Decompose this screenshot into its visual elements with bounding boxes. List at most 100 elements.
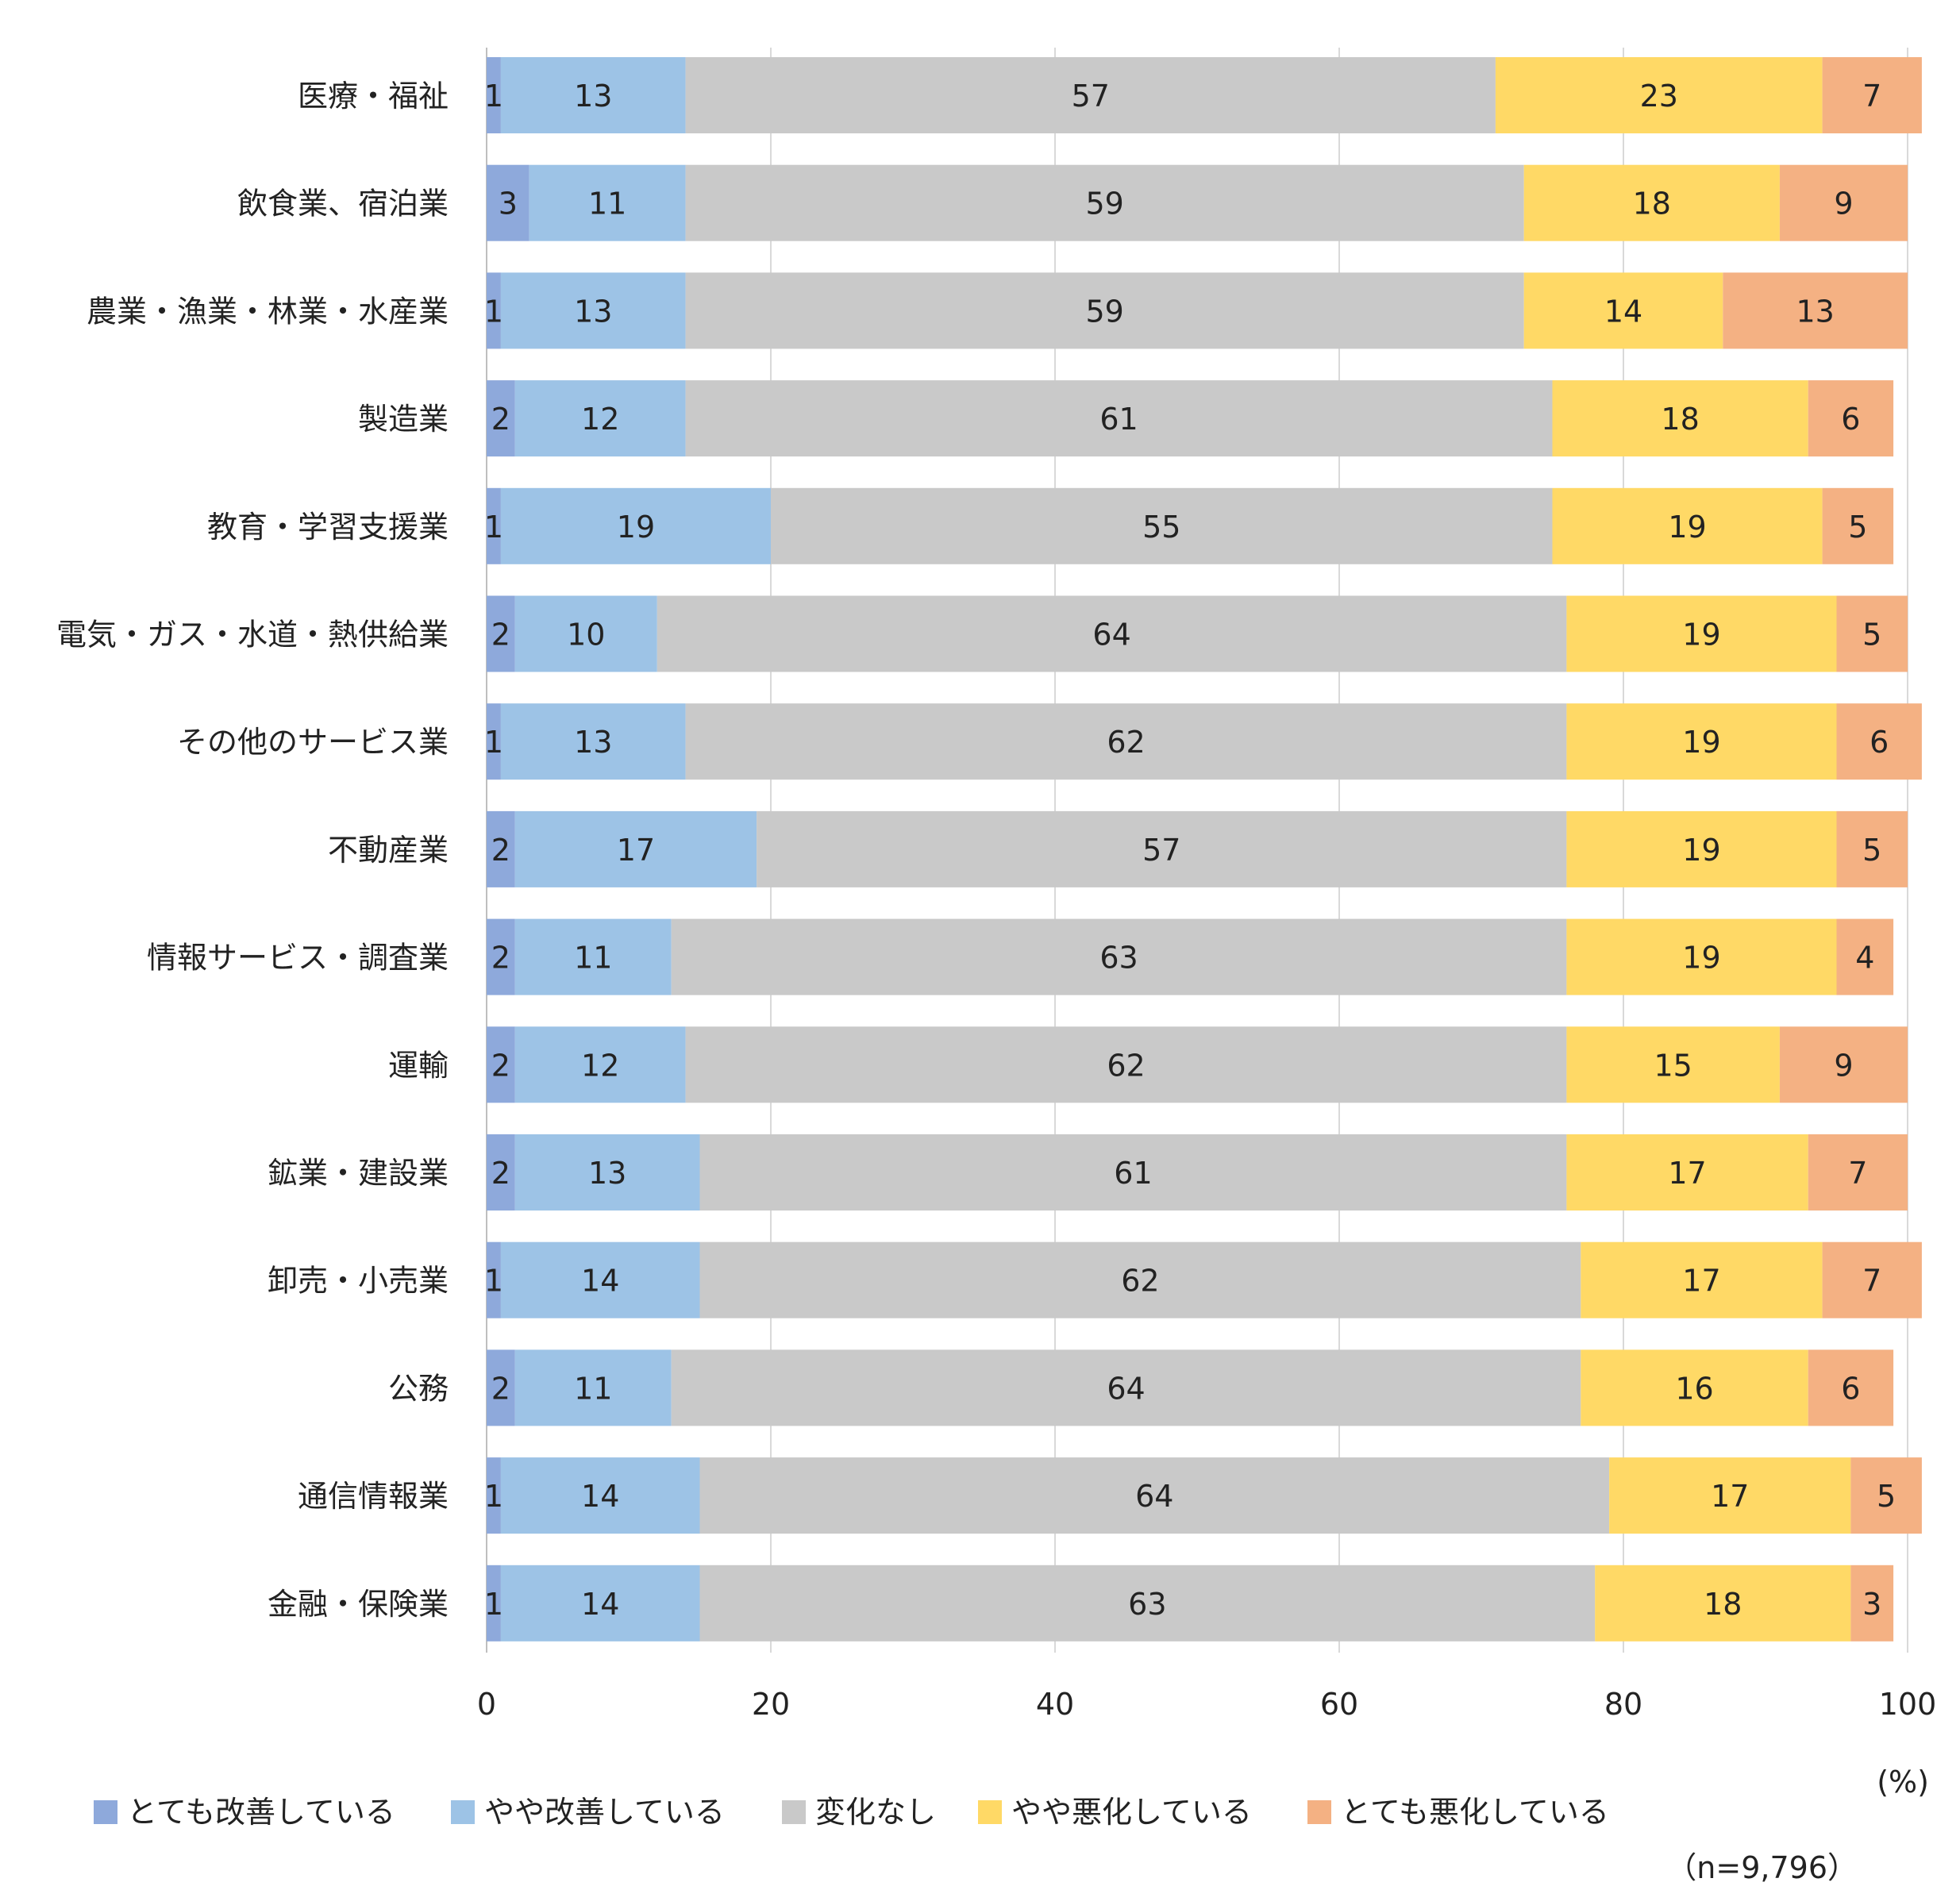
bar-value-label: 15 bbox=[1654, 1048, 1692, 1083]
bar-value-label: 9 bbox=[1834, 187, 1853, 221]
bar-segment bbox=[487, 918, 515, 995]
bar-segment bbox=[1595, 1565, 1851, 1642]
bar-segment bbox=[685, 164, 1524, 241]
category-label: 不動産業 bbox=[328, 833, 449, 868]
bar-segment bbox=[514, 810, 757, 887]
bar-segment bbox=[657, 595, 1567, 672]
bar-segment bbox=[487, 1241, 501, 1318]
bar-segment bbox=[487, 272, 501, 349]
x-tick-label: 40 bbox=[1036, 1687, 1074, 1722]
bar-segment bbox=[1850, 1565, 1894, 1642]
bar-segment bbox=[1822, 57, 1922, 133]
bar-value-label: 2 bbox=[491, 833, 510, 868]
legend-swatch bbox=[451, 1800, 475, 1824]
bar-value-label: 2 bbox=[491, 402, 510, 437]
category-label: 運輸 bbox=[388, 1048, 449, 1083]
bar-value-label: 1 bbox=[484, 1479, 503, 1514]
bar-value-label: 7 bbox=[1862, 79, 1881, 114]
bar-value-label: 63 bbox=[1099, 941, 1138, 976]
bar-value-label: 1 bbox=[484, 510, 503, 545]
bar-value-label: 62 bbox=[1107, 1048, 1145, 1083]
bar-value-label: 19 bbox=[617, 510, 655, 545]
bar-segment bbox=[1523, 272, 1723, 349]
bar-segment bbox=[699, 1241, 1581, 1318]
bar-segment bbox=[1836, 810, 1908, 887]
bar-segment bbox=[514, 1349, 672, 1426]
bar-value-label: 18 bbox=[1704, 1587, 1742, 1622]
bar-segment bbox=[500, 1241, 700, 1318]
bar-value-label: 3 bbox=[1862, 1587, 1881, 1622]
bar-value-label: 19 bbox=[1682, 725, 1720, 760]
unit-label: (%) bbox=[1877, 1765, 1929, 1799]
bar-segment bbox=[500, 703, 686, 780]
bar-segment bbox=[699, 1457, 1610, 1534]
bar-value-label: 57 bbox=[1072, 79, 1110, 114]
bar-segment bbox=[771, 487, 1553, 564]
x-tick-label: 20 bbox=[752, 1687, 790, 1722]
x-tick-label: 80 bbox=[1604, 1687, 1642, 1722]
bar-value-label: 16 bbox=[1675, 1371, 1713, 1406]
legend-label: やや悪化している bbox=[1011, 1795, 1252, 1830]
bar-value-label: 18 bbox=[1661, 402, 1699, 437]
legend-swatch bbox=[94, 1800, 117, 1824]
bar-value-label: 61 bbox=[1114, 1156, 1152, 1191]
bar-segment bbox=[685, 380, 1553, 457]
bar-value-label: 12 bbox=[581, 402, 619, 437]
bar-segment bbox=[1581, 1241, 1823, 1318]
bar-segment bbox=[1566, 703, 1837, 780]
bar-segment bbox=[487, 810, 515, 887]
bar-value-label: 14 bbox=[581, 1264, 619, 1299]
bar-value-label: 3 bbox=[499, 187, 518, 221]
bar-value-label: 62 bbox=[1121, 1264, 1159, 1299]
bar-value-label: 64 bbox=[1092, 618, 1130, 652]
bar-segment bbox=[487, 57, 501, 133]
bar-segment bbox=[1523, 164, 1780, 241]
x-tick-label: 0 bbox=[477, 1687, 496, 1722]
bar-segment bbox=[500, 57, 686, 133]
sample-note: （n=9,796） bbox=[1666, 1850, 1858, 1883]
bar-value-label: 64 bbox=[1107, 1371, 1145, 1406]
bar-value-label: 13 bbox=[588, 1156, 626, 1191]
legend-swatch bbox=[978, 1800, 1002, 1824]
bar-value-label: 23 bbox=[1640, 79, 1678, 114]
bar-value-label: 57 bbox=[1142, 833, 1180, 868]
bar-value-label: 19 bbox=[1682, 833, 1720, 868]
bar-segment bbox=[487, 1565, 501, 1642]
bar-value-label: 10 bbox=[567, 618, 605, 652]
bar-segment bbox=[487, 164, 529, 241]
bar-segment bbox=[671, 918, 1567, 995]
bar-segment bbox=[1566, 918, 1837, 995]
bar-segment bbox=[685, 703, 1567, 780]
bar-segment bbox=[514, 380, 686, 457]
bar-segment bbox=[699, 1134, 1567, 1211]
bar-segment bbox=[685, 1026, 1567, 1103]
bar-value-label: 13 bbox=[574, 294, 612, 329]
bar-value-label: 2 bbox=[491, 941, 510, 976]
bar-segment bbox=[487, 1457, 501, 1534]
bar-value-label: 19 bbox=[1668, 510, 1706, 545]
bar-value-label: 61 bbox=[1099, 402, 1138, 437]
bar-segment bbox=[487, 380, 515, 457]
bar-value-label: 19 bbox=[1682, 618, 1720, 652]
bar-value-label: 9 bbox=[1834, 1048, 1853, 1083]
bar-value-label: 18 bbox=[1633, 187, 1671, 221]
bar-segment bbox=[1495, 57, 1823, 133]
bar-value-label: 55 bbox=[1142, 510, 1180, 545]
category-label: 飲食業、宿泊業 bbox=[237, 187, 449, 221]
legend-swatch bbox=[782, 1800, 806, 1824]
legend-swatch bbox=[1307, 1800, 1331, 1824]
bar-value-label: 64 bbox=[1135, 1479, 1173, 1514]
bar-value-label: 17 bbox=[1711, 1479, 1749, 1514]
bar-value-label: 1 bbox=[484, 1264, 503, 1299]
bar-segment bbox=[1822, 1241, 1922, 1318]
category-label: 電気・ガス・水道・熱供給業 bbox=[56, 618, 449, 652]
x-tick-label: 100 bbox=[1879, 1687, 1937, 1722]
category-label: その他のサービス業 bbox=[177, 725, 449, 760]
category-label: 農業・漁業・林業・水産業 bbox=[87, 294, 449, 329]
bar-value-label: 2 bbox=[491, 618, 510, 652]
legend-label: とても改善している bbox=[127, 1795, 395, 1830]
bar-value-label: 59 bbox=[1085, 187, 1123, 221]
bar-value-label: 63 bbox=[1128, 1587, 1166, 1622]
bar-value-label: 13 bbox=[574, 725, 612, 760]
